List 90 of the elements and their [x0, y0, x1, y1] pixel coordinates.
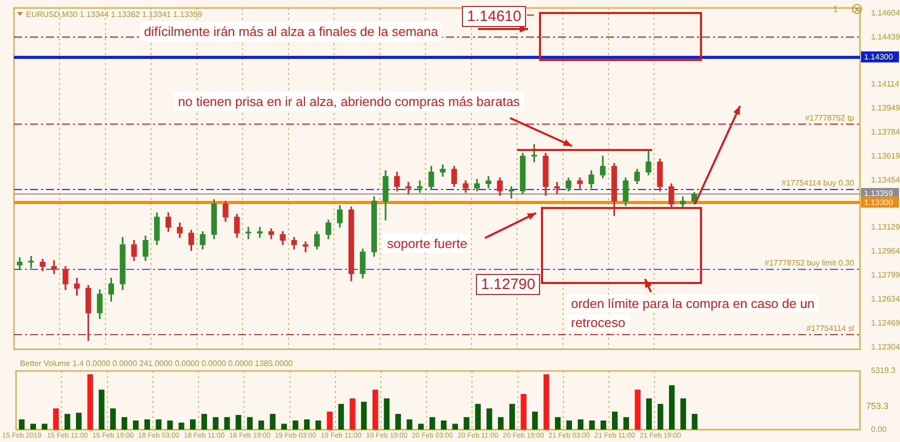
annotation: no tienen prisa en ir al alza, abriendo compras más baratas: [174, 92, 524, 111]
bar: [372, 390, 378, 430]
bar: [486, 408, 492, 430]
bar: [612, 412, 618, 430]
bar: [212, 417, 218, 430]
y-tick-label: 1.14439: [871, 32, 900, 42]
bar: [520, 394, 526, 430]
bar: [361, 402, 367, 430]
bar: [384, 398, 390, 430]
bar: [122, 417, 128, 430]
bar: [668, 385, 675, 430]
ref-line-label: #17754114 sl: [806, 324, 854, 333]
bar: [498, 417, 504, 430]
bar: [224, 417, 230, 430]
bar: [156, 419, 162, 430]
bar: [144, 419, 150, 430]
y-tick-label: 1.12964: [871, 246, 900, 256]
annotation: 1.14610: [462, 6, 526, 27]
ref-line-label: #17754114 buy 0.30: [782, 178, 855, 188]
bar: [53, 408, 59, 430]
ref-line-label: #17778752 buy limit 0.30: [764, 258, 855, 268]
bar: [338, 404, 344, 430]
ref-line-label: 1.13300: [864, 198, 894, 207]
bar: [76, 412, 82, 430]
bar: [544, 374, 550, 430]
ref-line-label: 1.14300: [864, 52, 894, 62]
bar: [110, 408, 116, 430]
bar: [532, 412, 538, 430]
chart-title: Better Volume 1.4 0.0000 0.0000 241.0000 0.0000 0.0000 0.0000 1385.0000: [20, 359, 294, 368]
chart-title: EURUSD,M30 1.13344 1.13362 1.13341 1.13359: [26, 10, 203, 20]
y-tick-label: 5319.3: [871, 366, 896, 376]
bar: [87, 374, 94, 430]
y-tick-label: 1.13454: [871, 175, 900, 184]
bar: [190, 419, 196, 430]
bar: [680, 398, 686, 430]
y-tick-label: 1.13949: [871, 104, 900, 113]
bar: [258, 420, 264, 430]
bar: [440, 420, 447, 430]
bar: [600, 420, 606, 430]
bar: [42, 424, 48, 430]
bar: [418, 424, 424, 430]
bar: [201, 414, 208, 430]
text: 753.3: [866, 401, 889, 411]
bar: [304, 419, 310, 430]
y-tick-label: 1.12799: [871, 270, 900, 280]
y-tick-label: 1.12304: [871, 342, 900, 352]
bar: [646, 398, 652, 430]
bar: [64, 414, 70, 430]
bar: [509, 404, 515, 430]
bar: [350, 398, 356, 430]
bar: [464, 417, 470, 430]
bar: [326, 412, 333, 430]
bar: [281, 424, 287, 430]
bar: [692, 414, 698, 430]
ref-line-label: #17778752 tp: [805, 113, 855, 122]
bar: [30, 424, 36, 430]
y-tick-label: 1.13619: [871, 151, 900, 160]
bar: [167, 420, 173, 430]
bar: [452, 424, 458, 430]
bar: [475, 404, 481, 430]
ref-line-label: 1.13359: [864, 189, 894, 198]
bar: [554, 417, 561, 430]
bar: [315, 420, 322, 430]
bar: [395, 414, 401, 430]
bar: [18, 419, 25, 430]
annotation: difícilmente irán más al alza a finales de la semana: [140, 22, 442, 41]
bar: [578, 419, 584, 430]
bar: [634, 390, 640, 430]
bar: [406, 419, 412, 430]
bar: [292, 420, 298, 430]
y-tick-label: 1.13129: [871, 222, 900, 232]
bar: [566, 420, 572, 430]
y-tick-label: 1.12469: [871, 318, 900, 328]
annotation: soporte fuerte: [383, 234, 472, 253]
bar: [589, 420, 595, 430]
bar: [236, 414, 242, 430]
bar: [429, 417, 436, 430]
y-tick-label: 1.14114: [871, 80, 900, 89]
y-tick-label: 0.00: [871, 424, 888, 434]
bar: [247, 417, 253, 430]
bar: [623, 417, 630, 430]
y-tick-label: 1.13784: [871, 127, 900, 136]
bar: [178, 422, 184, 430]
annotation: 1.12790: [476, 274, 540, 295]
bar: [658, 404, 664, 430]
bar: [132, 420, 139, 430]
y-tick-label: 1.12634: [871, 294, 900, 304]
bar: [98, 390, 104, 430]
bar: [270, 414, 276, 430]
y-tick-label: 1.14604: [871, 8, 900, 18]
